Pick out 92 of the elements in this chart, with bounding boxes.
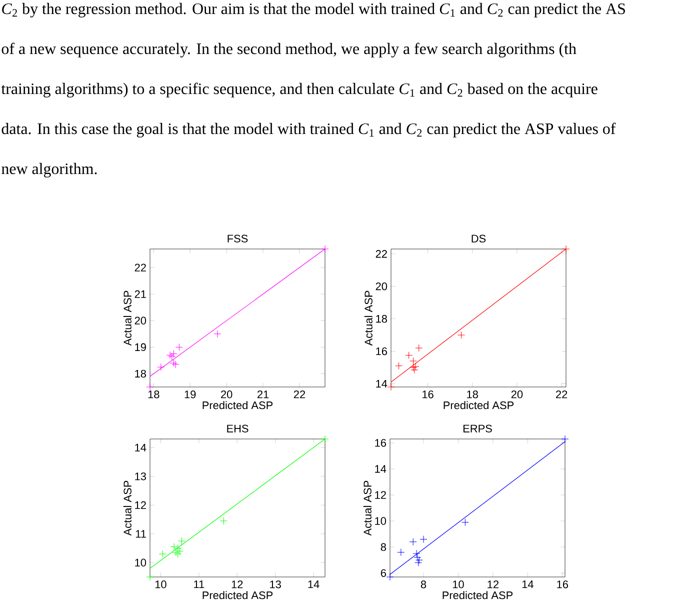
point	[562, 245, 570, 253]
y-axis-title: Actual ASP	[364, 290, 372, 346]
x-axis-title: Predicted ASP	[444, 401, 514, 410]
point	[220, 517, 228, 525]
point	[170, 359, 178, 367]
x-tick-label: 20	[511, 390, 523, 398]
point	[321, 435, 329, 443]
point	[410, 366, 418, 374]
point	[387, 383, 395, 391]
text: new algorithm.	[2, 162, 97, 178]
x-tick-label: 10	[452, 580, 464, 588]
y-tick-label: 8	[380, 543, 386, 551]
point	[414, 558, 422, 566]
x-tick-label: 18	[467, 390, 478, 398]
x-tick-label: 18	[148, 390, 160, 398]
x-tick-label: 22	[556, 390, 568, 398]
point	[414, 554, 422, 562]
x-tick-label: 22	[294, 390, 306, 398]
y-tick-label: 14	[135, 444, 146, 452]
y-tick-label: 11	[136, 530, 146, 538]
y-tick-label: 21	[134, 290, 146, 298]
x-tick-label: 14	[308, 580, 320, 588]
point	[321, 245, 329, 253]
y-tick-label: 22	[134, 264, 146, 272]
x-tick-label: 21	[257, 390, 269, 398]
point	[170, 350, 178, 358]
point	[420, 535, 428, 543]
point	[409, 538, 417, 546]
point	[457, 331, 465, 339]
point	[412, 550, 420, 558]
point	[415, 344, 423, 352]
y-tick-label: 16	[375, 439, 386, 447]
text: C$_{2}$ by the regression method. Our aim is that the model with trained C$_{1}$ and C$_{2}$ can predict the AS	[2, 2, 625, 18]
chart-title: ERPS	[463, 424, 492, 432]
x-axis-title: Predicted ASP	[202, 401, 273, 410]
x-axis-title: Predicted ASP	[442, 591, 513, 600]
y-tick-label: 12	[135, 501, 146, 509]
x-tick-label: 19	[184, 390, 196, 398]
point	[146, 573, 154, 581]
point	[397, 548, 405, 556]
text: training algorithms) to a specific sequence, and then calculate C$_{1}$ and C$_{2}$ based on the acquire	[1, 82, 598, 98]
y-tick-label: 20	[134, 316, 146, 325]
chart-title: FSS	[228, 234, 248, 242]
x-tick-label: 8	[420, 580, 426, 588]
x-tick-label: 13	[270, 580, 281, 588]
point	[172, 360, 180, 368]
point	[178, 537, 186, 545]
y-tick-label: 13	[135, 472, 146, 480]
x-tick-label: 16	[422, 390, 434, 398]
point	[461, 518, 469, 526]
x-tick-label: 11	[194, 580, 204, 588]
y-tick-label: 12	[375, 491, 386, 499]
y-tick-label: 22	[376, 250, 387, 258]
x-tick-label: 12	[232, 580, 243, 588]
point	[386, 573, 394, 581]
x-tick-label: 10	[155, 580, 166, 588]
point	[412, 362, 420, 370]
y-axis-title: Actual ASP	[123, 480, 132, 536]
point	[395, 362, 403, 370]
point	[415, 556, 423, 564]
text: of a new sequence accurately. In the second method, we apply a few search algorithms (th	[2, 42, 576, 58]
text: data. In this case the goal is that the model with trained C$_{1}$ and C$_{2}$ can predict the ASP values of	[2, 122, 616, 138]
point	[174, 550, 182, 558]
x-tick-label: 16	[557, 580, 568, 588]
chart-title: DS	[472, 234, 486, 242]
point	[158, 550, 166, 558]
y-tick-label: 18	[135, 370, 146, 378]
point	[168, 352, 176, 360]
x-tick-label: 20	[221, 390, 232, 398]
y-tick-label: 6	[380, 569, 386, 577]
y-tick-label: 18	[376, 314, 387, 323]
x-tick-label: 12	[488, 580, 499, 588]
point	[172, 548, 180, 556]
y-tick-label: 20	[376, 282, 388, 290]
y-tick-label: 14	[375, 465, 386, 473]
point	[157, 363, 165, 371]
point	[146, 383, 154, 391]
chart-title: EHS	[227, 424, 248, 432]
y-tick-label: 19	[135, 343, 146, 352]
point	[214, 330, 222, 338]
point	[166, 351, 174, 359]
point	[410, 364, 418, 372]
point	[175, 343, 183, 351]
y-tick-label: 10	[135, 558, 146, 566]
x-axis-title: Predicted ASP	[202, 591, 273, 600]
x-tick-label: 14	[522, 580, 534, 588]
y-tick-label: 14	[376, 380, 388, 388]
y-axis-title: Actual ASP	[123, 290, 132, 346]
y-axis-title: Actual ASP	[363, 480, 372, 536]
y-tick-label: 10	[375, 517, 386, 525]
point	[174, 544, 182, 552]
y-tick-label: 16	[376, 347, 387, 356]
